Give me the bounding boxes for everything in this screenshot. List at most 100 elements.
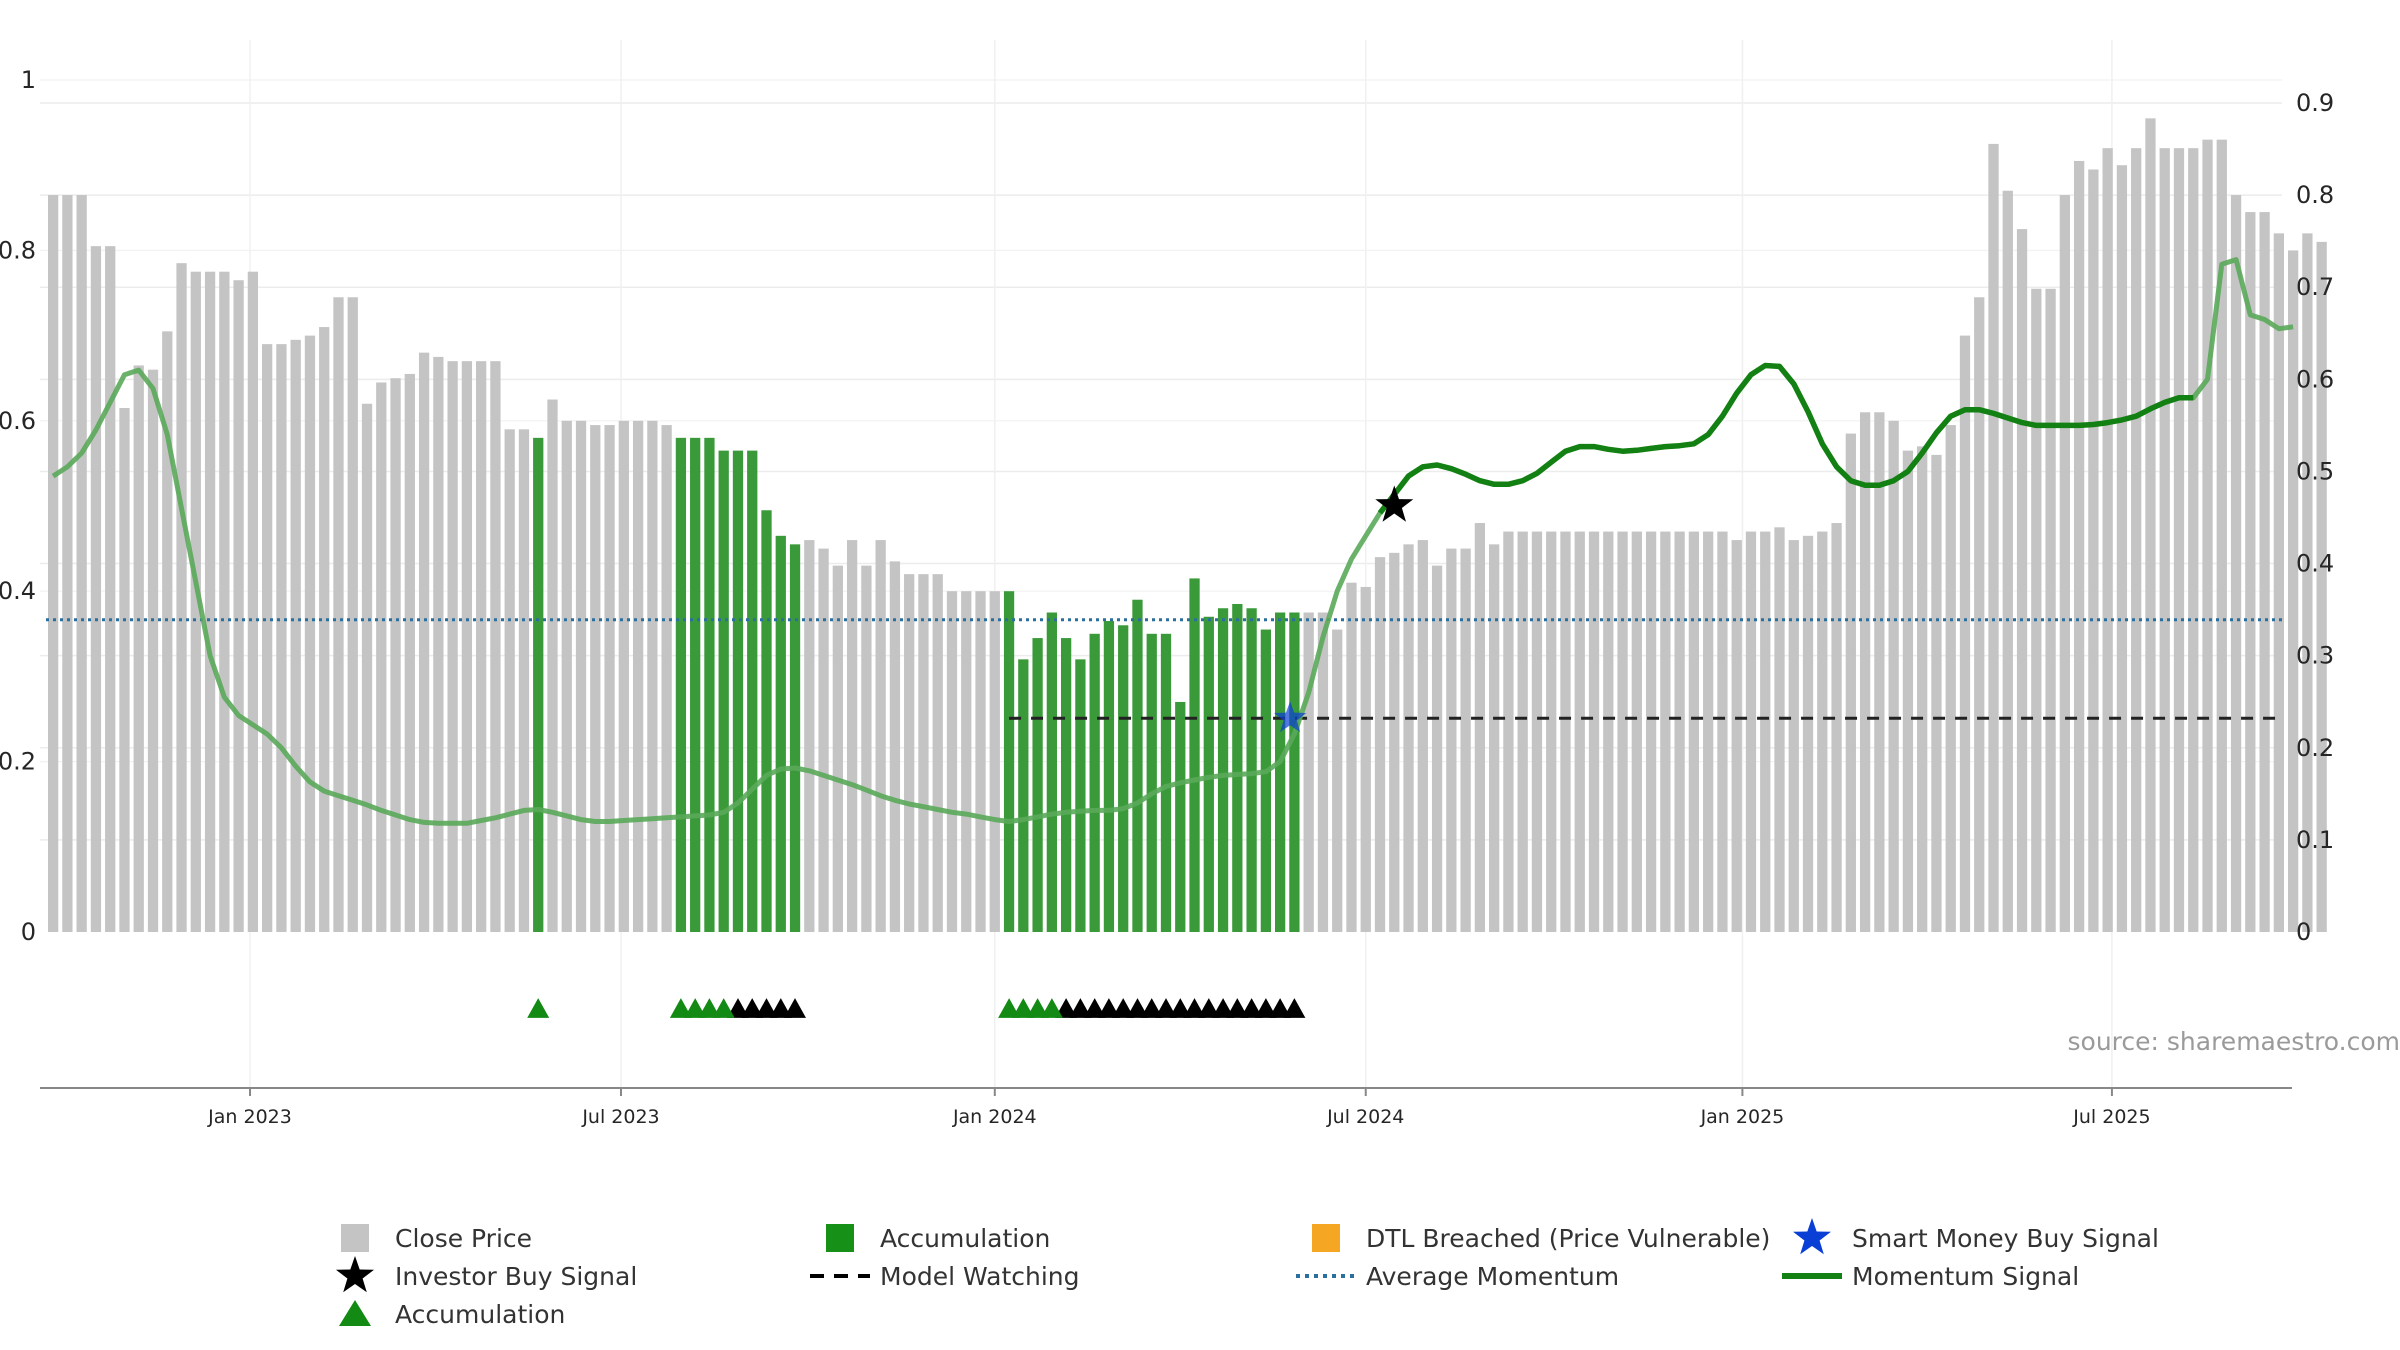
close-price-bar [1546,531,1557,932]
close-price-bar [1389,552,1400,932]
close-price-bar [376,382,387,933]
accumulation-bar [1032,638,1043,932]
accumulation-bar [533,437,544,932]
accumulation-bar [1118,625,1129,932]
y-right-tick-label: 0.2 [2296,734,2334,762]
close-price-bar [1945,425,1956,932]
close-price-bar [904,574,915,932]
close-price-bar [2230,195,2242,932]
close-price-bar [2131,148,2142,932]
close-price-bar [319,327,330,933]
y-left-tick-label: 0 [21,918,36,946]
close-price-bar [875,540,886,932]
accumulation-triangle-marker [684,998,707,1018]
y-left-tick-label: 0.6 [0,407,36,435]
legend-label: Investor Buy Signal [395,1262,637,1291]
close-price-bar [147,369,159,932]
black-triangle-marker [1197,998,1220,1018]
close-price-bar [604,425,615,932]
close-price-bar [1831,523,1842,932]
accumulation-triangle-marker [712,998,735,1018]
legend-item: Accumulation [826,1224,1050,1253]
close-price-bar [2002,190,2013,932]
accumulation-bar [1103,621,1115,932]
close-price-bar [1403,544,1414,932]
x-tick-label: Jul 2023 [581,1106,659,1128]
accumulation-bar [675,437,687,932]
legend-item: Momentum Signal [1782,1262,2079,1291]
close-price-bar [2116,165,2128,932]
close-price-bar [1617,531,1628,932]
close-price-bar [2102,148,2113,932]
close-price-bar [1317,612,1329,932]
close-price-bar [347,297,358,932]
close-price-bar [1988,143,1999,932]
close-price-bar [390,378,401,932]
close-price-bar [1360,586,1371,932]
close-price-bar [1489,544,1500,932]
close-price-bar [804,540,815,932]
close-price-bar [2159,148,2170,932]
black-triangle-marker [1226,998,1249,1018]
close-price-bar [404,373,415,932]
close-price-bar [2073,160,2085,932]
axes: Jan 2023 Jul 2023 Jan 2024 Jul 2024 Jan 2025… [0,66,2334,1128]
y-left-tick-label: 0.8 [0,236,36,264]
accumulation-bar [1232,603,1243,932]
black-triangle-marker [1083,998,1106,1018]
close-price-bar [304,335,316,933]
close-price-bar [2188,148,2199,932]
close-price-bar [247,271,259,932]
close-price-bar [1560,531,1571,932]
black-triangle-marker [1069,998,1092,1018]
accumulation-triangle-marker [698,998,721,1018]
close-price-bar [290,339,301,932]
y-right-tick-label: 0.3 [2296,642,2334,670]
signal-markers [527,485,1414,1018]
legend-item: Investor Buy Signal [336,1256,637,1293]
close-price-bar [1431,565,1443,932]
accumulation-bar [1160,633,1172,932]
close-price-bar [647,420,658,932]
close-price-bar [2173,148,2185,932]
close-price-bar [2216,139,2227,932]
x-tick-label: Jul 2025 [2072,1106,2150,1128]
close-price-bar [1460,548,1471,932]
close-price-bar [461,361,473,932]
close-price-bar [846,540,858,932]
accumulation-triangle-marker [998,998,1021,1018]
close-price-bar [590,425,601,932]
close-price-bar [48,195,59,932]
legend: Close Price Accumulation DTL Breached (Pri… [336,1218,2159,1329]
black-triangle-marker [784,998,806,1018]
close-price-bar [2088,169,2099,932]
accumulation-bar [761,510,772,932]
signal-lines [46,257,2294,826]
close-price-bar [1845,433,1856,932]
accumulation-bar [732,450,744,932]
close-price-bar [418,352,430,932]
black-triangle-marker [1240,998,1263,1018]
close-price-bar [1703,531,1714,932]
close-price-bar [276,344,287,932]
close-price-bar [2145,118,2156,933]
close-price-bar [1474,523,1486,932]
accumulation-triangle-marker [527,998,550,1018]
legend-label: Accumulation [880,1224,1050,1253]
close-price-bar [632,420,644,932]
close-price-bar [1645,531,1657,932]
close-price-bar [447,361,458,932]
black-triangle-marker [1126,998,1149,1018]
x-tick-label: Jan 2024 [952,1106,1037,1128]
legend-swatch-smart-money [1793,1218,1831,1255]
close-price-bar [1802,535,1814,932]
close-price-bar [2316,241,2327,932]
close-price-bar [1902,450,1914,932]
close-price-bar [2302,233,2313,933]
close-price-bar [262,344,273,932]
close-price-bar [76,195,87,932]
legend-label: Accumulation [395,1300,565,1329]
close-price-bar [1346,582,1357,932]
x-tick-label: Jul 2024 [1326,1106,1404,1128]
close-price-bar [818,548,829,932]
